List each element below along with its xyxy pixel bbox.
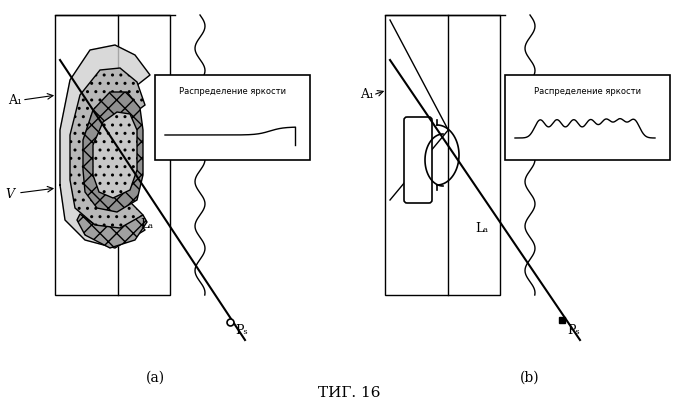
Bar [505,75,670,160]
Bar [385,15,500,295]
Text: V: V [5,189,14,202]
Text: Pₛ: Pₛ [235,324,247,337]
Polygon shape [83,92,143,212]
Text: (a): (a) [145,371,164,385]
Text: (b): (b) [520,371,540,385]
Text: Распределение яркости: Распределение яркости [534,87,641,96]
Polygon shape [70,68,145,230]
Polygon shape [93,112,137,198]
Text: Lₐ: Lₐ [475,222,488,234]
Text: A₁: A₁ [8,94,22,106]
Text: Pₛ: Pₛ [567,324,579,337]
Text: ΤИГ. 16: ΤИГ. 16 [318,386,380,400]
Text: A₁: A₁ [360,88,374,101]
Polygon shape [60,45,150,248]
Bar [55,15,170,295]
Polygon shape [77,214,147,248]
FancyBboxPatch shape [404,117,432,203]
Bar [155,75,310,160]
Text: Lₐ: Lₐ [140,218,153,231]
Text: Распределение яркости: Распределение яркости [179,87,286,96]
